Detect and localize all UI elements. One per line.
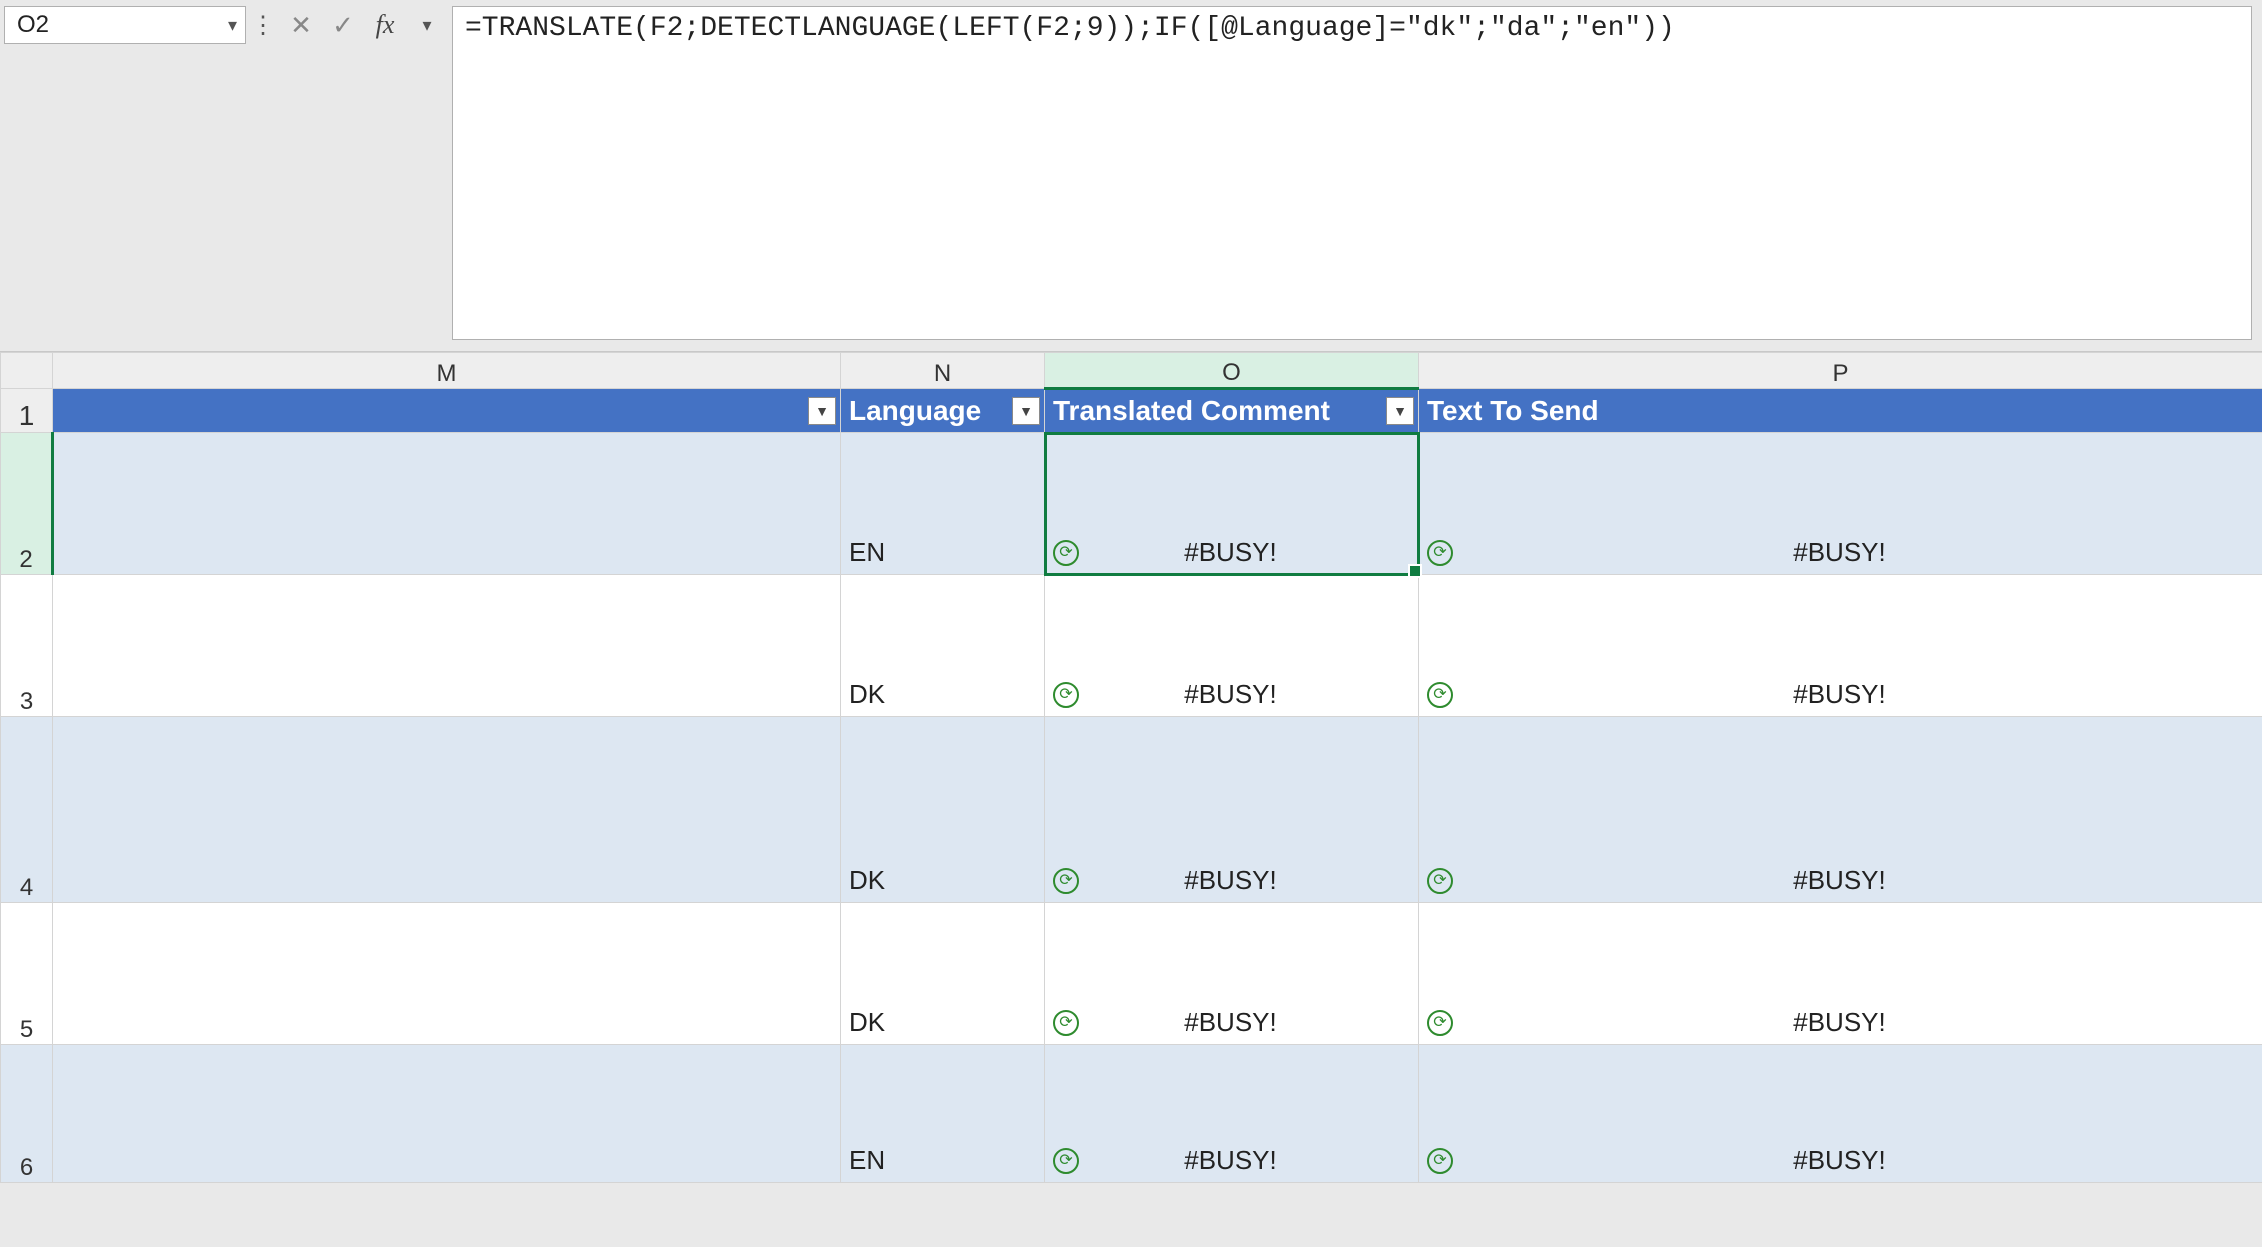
cell-value: #BUSY! <box>1793 537 1886 568</box>
formula-input[interactable]: =TRANSLATE(F2;DETECTLANGUAGE(LEFT(F2;9))… <box>452 6 2252 340</box>
cell-N2[interactable]: EN <box>841 433 1045 575</box>
name-box-value: O2 <box>17 11 49 39</box>
header-label: Text To Send <box>1427 395 1599 427</box>
kebab-icon[interactable]: ⋮ <box>246 6 280 44</box>
cell-N6[interactable]: EN <box>841 1045 1045 1183</box>
table-row: 4 DK ⟳ #BUSY! ⟳ #BUSY! <box>1 717 2262 903</box>
cell-P2[interactable]: ⟳ #BUSY! <box>1419 433 2262 575</box>
cell-P5[interactable]: ⟳ #BUSY! <box>1419 903 2262 1045</box>
row-number[interactable]: 6 <box>1 1045 53 1183</box>
cell-value: #BUSY! <box>1793 865 1886 896</box>
cell-M2[interactable] <box>53 433 841 575</box>
refresh-icon: ⟳ <box>1053 540 1079 566</box>
header-cell-O[interactable]: Translated Comment ▼ <box>1045 389 1419 433</box>
refresh-icon: ⟳ <box>1053 682 1079 708</box>
row-number[interactable]: 5 <box>1 903 53 1045</box>
row-number[interactable]: 1 <box>1 389 53 433</box>
chevron-down-icon[interactable]: ▾ <box>228 15 237 36</box>
refresh-icon: ⟳ <box>1053 1148 1079 1174</box>
cell-N5[interactable]: DK <box>841 903 1045 1045</box>
grid-table: M N O P 1 ▼ Language ▼ Transl <box>0 352 2262 1183</box>
formula-bar-tools: ✕ ✓ fx ▾ <box>280 6 452 44</box>
refresh-icon: ⟳ <box>1427 540 1453 566</box>
cell-value: DK <box>849 679 885 710</box>
col-header-O[interactable]: O <box>1045 353 1419 389</box>
cell-P4[interactable]: ⟳ #BUSY! <box>1419 717 2262 903</box>
col-header-M[interactable]: M <box>53 353 841 389</box>
cell-O3[interactable]: ⟳ #BUSY! <box>1045 575 1419 717</box>
cell-value: DK <box>849 1007 885 1038</box>
refresh-icon: ⟳ <box>1053 1010 1079 1036</box>
cell-M3[interactable] <box>53 575 841 717</box>
header-label: Language <box>849 395 981 427</box>
cancel-icon[interactable]: ✕ <box>286 10 316 40</box>
filter-triangle-icon: ▼ <box>815 403 829 419</box>
refresh-icon: ⟳ <box>1427 682 1453 708</box>
cell-O5[interactable]: ⟳ #BUSY! <box>1045 903 1419 1045</box>
refresh-icon: ⟳ <box>1427 1148 1453 1174</box>
cell-O4[interactable]: ⟳ #BUSY! <box>1045 717 1419 903</box>
filter-triangle-icon: ▼ <box>1019 403 1033 419</box>
table-row: 5 DK ⟳ #BUSY! ⟳ #BUSY! <box>1 903 2262 1045</box>
formula-bar-area: O2 ▾ ⋮ ✕ ✓ fx ▾ =TRANSLATE(F2;DETECTLANG… <box>0 0 2262 352</box>
spreadsheet-grid: M N O P 1 ▼ Language ▼ Transl <box>0 352 2262 1183</box>
cell-N4[interactable]: DK <box>841 717 1045 903</box>
cell-value: EN <box>849 1145 885 1176</box>
cell-value: #BUSY! <box>1184 865 1277 896</box>
cell-N3[interactable]: DK <box>841 575 1045 717</box>
refresh-icon: ⟳ <box>1427 1010 1453 1036</box>
cell-value: #BUSY! <box>1793 679 1886 710</box>
cell-value: #BUSY! <box>1184 679 1277 710</box>
select-all-corner[interactable] <box>1 353 53 389</box>
col-header-P[interactable]: P <box>1419 353 2262 389</box>
name-box[interactable]: O2 ▾ <box>4 6 246 44</box>
table-row: 6 EN ⟳ #BUSY! ⟳ #BUSY! <box>1 1045 2262 1183</box>
table-header-row: 1 ▼ Language ▼ Translated Comment ▼ <box>1 389 2262 433</box>
table-row: 2 EN ⟳ #BUSY! ⟳ #BUSY! <box>1 433 2262 575</box>
row-number[interactable]: 4 <box>1 717 53 903</box>
accept-icon[interactable]: ✓ <box>328 10 358 40</box>
filter-button[interactable]: ▼ <box>1012 397 1040 425</box>
row-number[interactable]: 3 <box>1 575 53 717</box>
fx-icon[interactable]: fx <box>370 10 400 40</box>
chevron-down-icon[interactable]: ▾ <box>412 10 442 40</box>
cell-O6[interactable]: ⟳ #BUSY! <box>1045 1045 1419 1183</box>
row-number[interactable]: 2 <box>1 433 53 575</box>
cell-value: #BUSY! <box>1184 537 1277 568</box>
cell-M4[interactable] <box>53 717 841 903</box>
column-header-row: M N O P <box>1 353 2262 389</box>
filter-button[interactable]: ▼ <box>1386 397 1414 425</box>
cell-value: #BUSY! <box>1793 1007 1886 1038</box>
cell-M5[interactable] <box>53 903 841 1045</box>
table-row: 3 DK ⟳ #BUSY! ⟳ #BUSY! <box>1 575 2262 717</box>
cell-value: #BUSY! <box>1184 1145 1277 1176</box>
header-cell-N[interactable]: Language ▼ <box>841 389 1045 433</box>
cell-value: EN <box>849 537 885 568</box>
col-header-N[interactable]: N <box>841 353 1045 389</box>
refresh-icon: ⟳ <box>1053 868 1079 894</box>
cell-O2[interactable]: ⟳ #BUSY! <box>1045 433 1419 575</box>
refresh-icon: ⟳ <box>1427 868 1453 894</box>
header-cell-P[interactable]: Text To Send <box>1419 389 2262 433</box>
header-cell-M[interactable]: ▼ <box>53 389 841 433</box>
cell-value: #BUSY! <box>1793 1145 1886 1176</box>
cell-M6[interactable] <box>53 1045 841 1183</box>
cell-P6[interactable]: ⟳ #BUSY! <box>1419 1045 2262 1183</box>
cell-value: #BUSY! <box>1184 1007 1277 1038</box>
filter-triangle-icon: ▼ <box>1393 403 1407 419</box>
filter-button[interactable]: ▼ <box>808 397 836 425</box>
header-label: Translated Comment <box>1053 395 1330 427</box>
cell-P3[interactable]: ⟳ #BUSY! <box>1419 575 2262 717</box>
cell-value: DK <box>849 865 885 896</box>
